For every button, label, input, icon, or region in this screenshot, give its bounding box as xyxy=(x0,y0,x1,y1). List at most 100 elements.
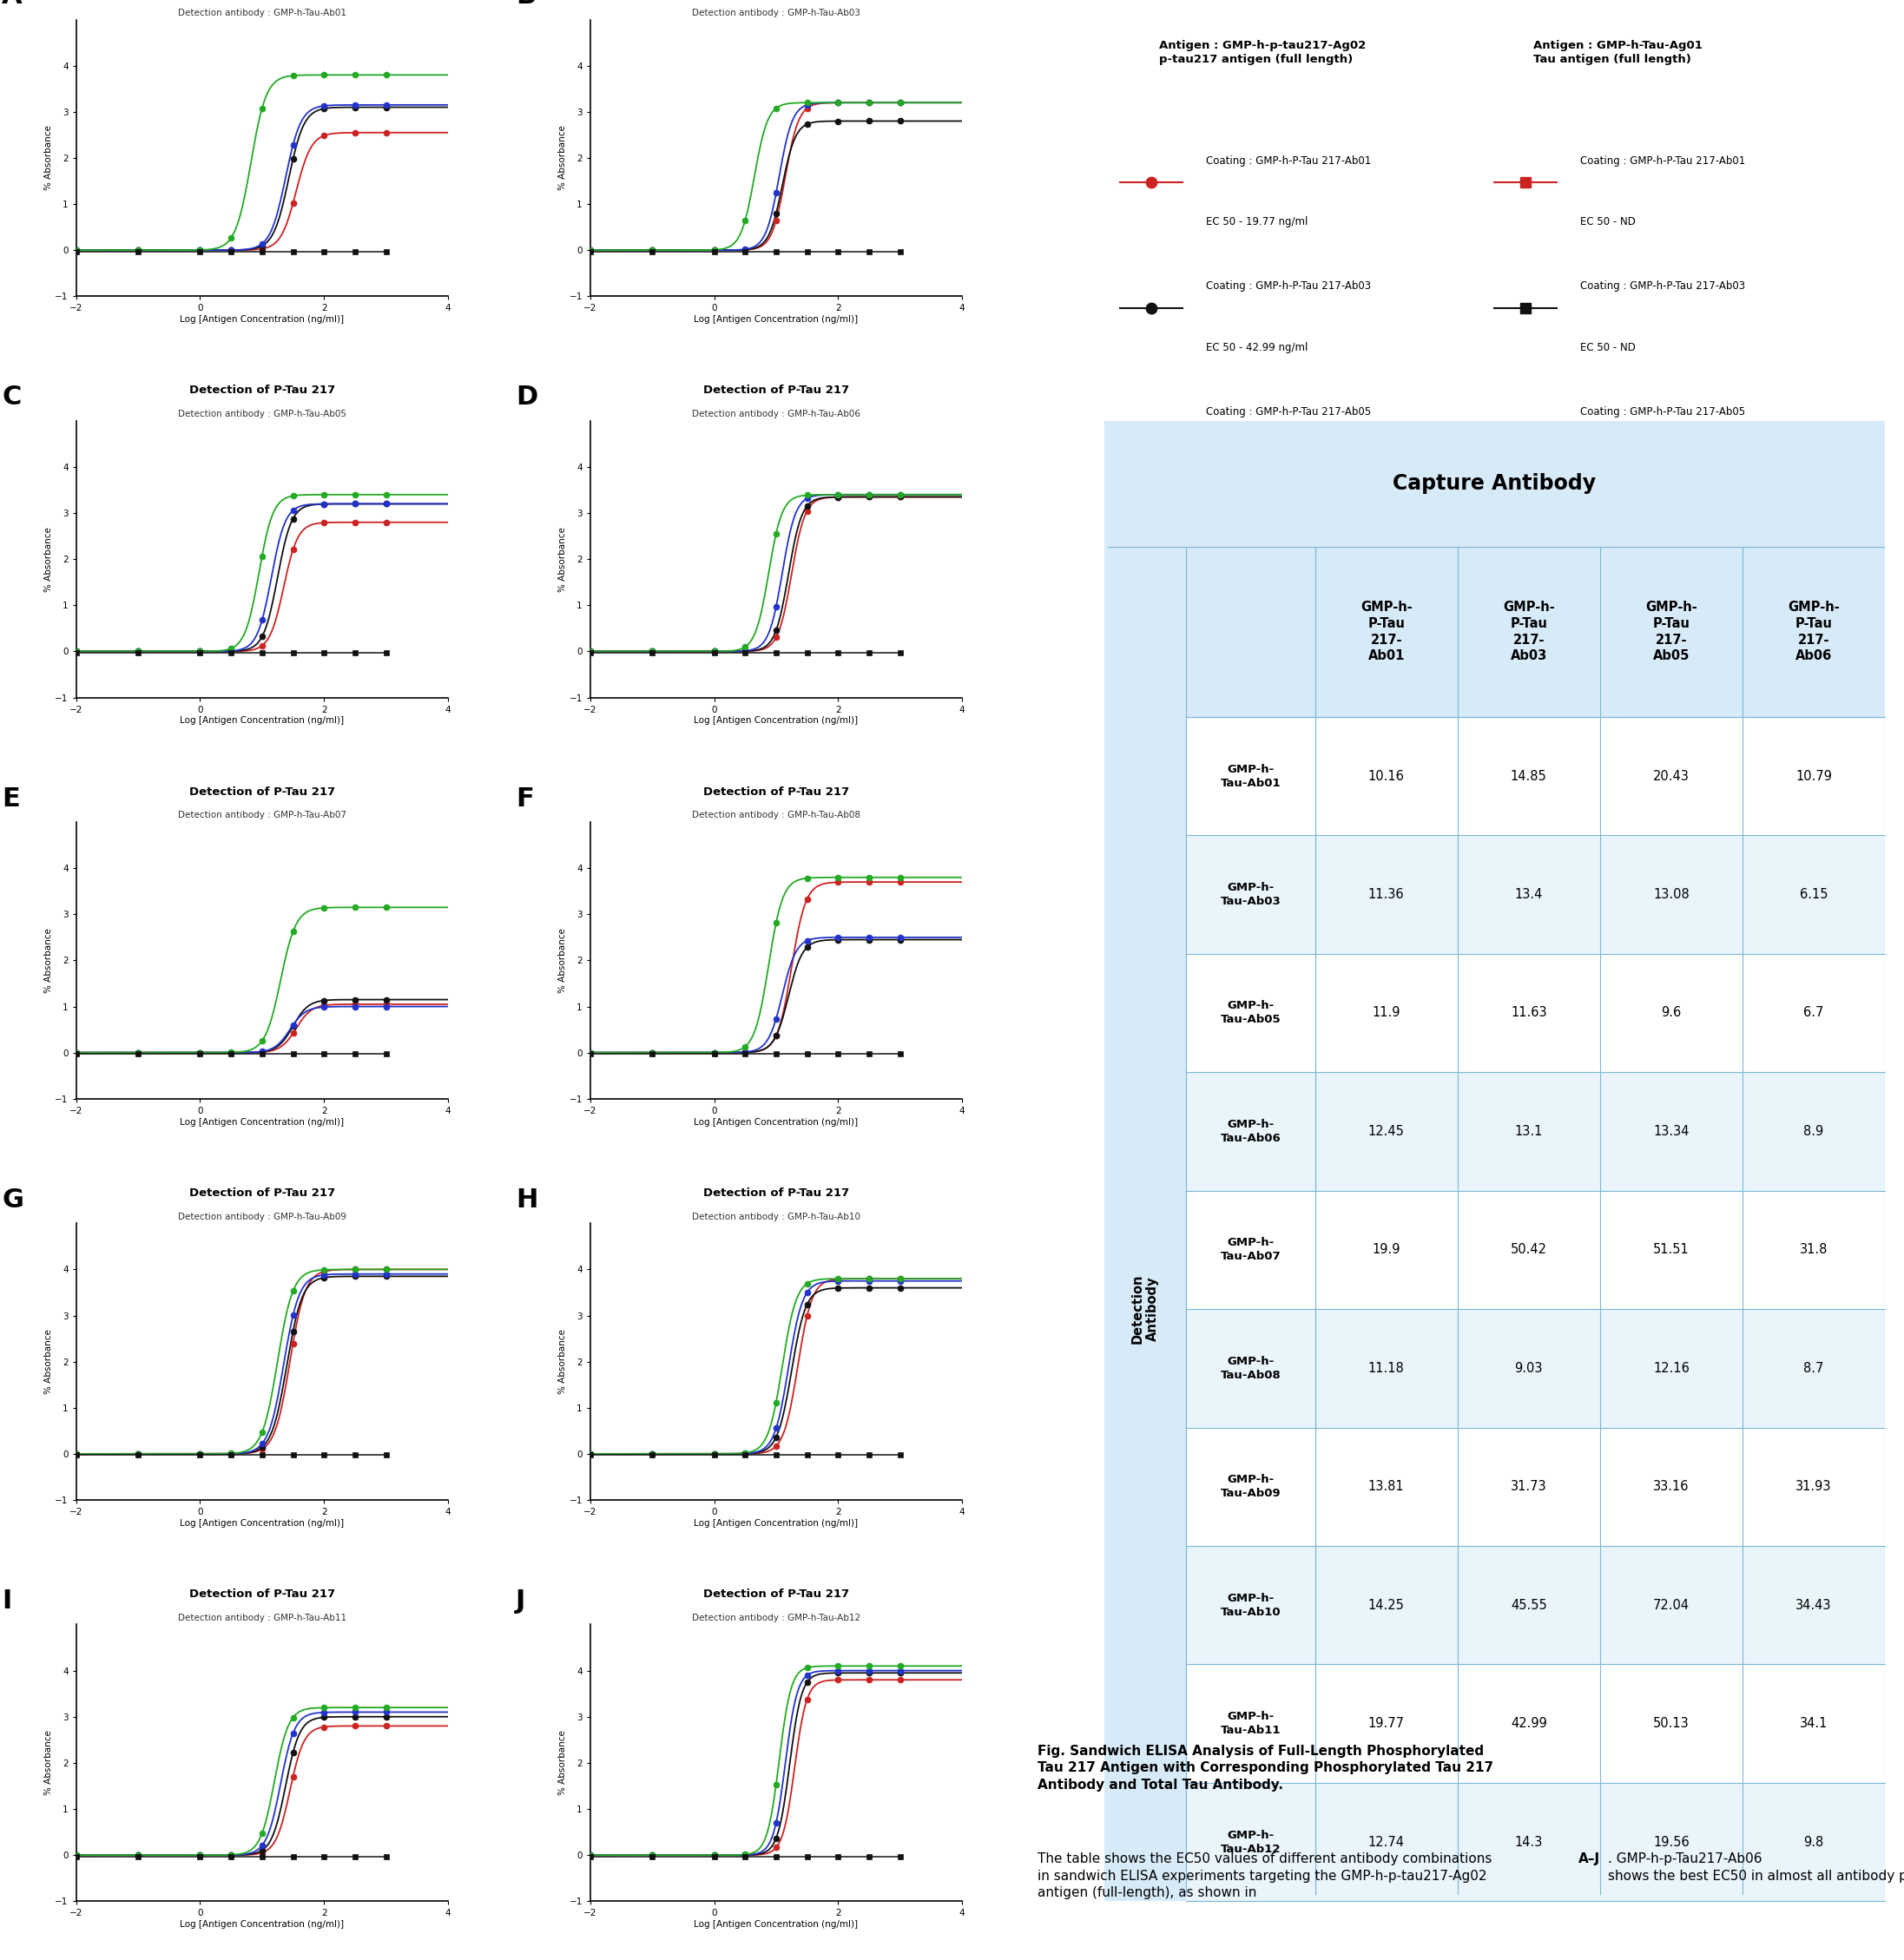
Text: Antigen : GMP-h-Tau-Ag01
Tau antigen (full length): Antigen : GMP-h-Tau-Ag01 Tau antigen (fu… xyxy=(1533,39,1702,65)
Text: 20.43: 20.43 xyxy=(1653,770,1689,782)
Text: 12.74: 12.74 xyxy=(1369,1835,1405,1848)
Text: 19.9: 19.9 xyxy=(1373,1243,1399,1256)
Text: 12.45: 12.45 xyxy=(1369,1125,1405,1139)
Text: 6.15: 6.15 xyxy=(1799,888,1828,902)
Text: Detection of P-Tau 217: Detection of P-Tau 217 xyxy=(703,1188,849,1200)
Text: 13.1: 13.1 xyxy=(1516,1125,1542,1139)
Text: Detection of P-Tau 217: Detection of P-Tau 217 xyxy=(703,786,849,798)
X-axis label: Log [Antigen Concentration (ng/ml)]: Log [Antigen Concentration (ng/ml)] xyxy=(693,1519,859,1527)
Text: GMP-h-
P-Tau
217-
Ab01: GMP-h- P-Tau 217- Ab01 xyxy=(1359,602,1413,662)
Bar xyxy=(1186,835,1885,955)
Text: 13.4: 13.4 xyxy=(1516,888,1542,902)
Text: Coating : GMP-h-P-Tau 217-Ab05: Coating : GMP-h-P-Tau 217-Ab05 xyxy=(1580,406,1746,417)
Bar xyxy=(1186,1784,1885,1901)
Text: Detection antibody : GMP-h-Tau-Ab06: Detection antibody : GMP-h-Tau-Ab06 xyxy=(691,410,861,417)
Text: 11.63: 11.63 xyxy=(1510,1007,1546,1019)
Text: EC 50 - 34.1 ng/ml: EC 50 - 34.1 ng/ml xyxy=(1205,592,1300,604)
X-axis label: Log [Antigen Concentration (ng/ml)]: Log [Antigen Concentration (ng/ml)] xyxy=(693,717,859,725)
Text: 33.16: 33.16 xyxy=(1653,1480,1689,1494)
Text: 13.34: 13.34 xyxy=(1653,1125,1689,1139)
Text: Coating : GMP-h-P-Tau 217-Ab01: Coating : GMP-h-P-Tau 217-Ab01 xyxy=(1580,155,1746,167)
Text: 9.8: 9.8 xyxy=(1803,1835,1824,1848)
Text: Detection of P-Tau 217: Detection of P-Tau 217 xyxy=(703,384,849,396)
Text: Detection antibody : GMP-h-Tau-Ab12: Detection antibody : GMP-h-Tau-Ab12 xyxy=(691,1613,861,1623)
Text: Detection antibody : GMP-h-Tau-Ab09: Detection antibody : GMP-h-Tau-Ab09 xyxy=(177,1211,347,1221)
Text: Coating : GMP-h-P-Tau 217-Ab06: Coating : GMP-h-P-Tau 217-Ab06 xyxy=(1580,531,1746,543)
Text: GMP-h-
Tau-Ab01: GMP-h- Tau-Ab01 xyxy=(1220,764,1281,788)
Text: 51.51: 51.51 xyxy=(1653,1243,1689,1256)
Text: . GMP-h-p-Tau217-Ab06
shows the best EC50 in almost all antibody pairs.: . GMP-h-p-Tau217-Ab06 shows the best EC5… xyxy=(1607,1852,1904,1882)
Bar xyxy=(1186,1190,1885,1309)
X-axis label: Log [Antigen Concentration (ng/ml)]: Log [Antigen Concentration (ng/ml)] xyxy=(181,316,345,323)
Text: 31.73: 31.73 xyxy=(1510,1480,1546,1494)
Text: EC 50 - ND: EC 50 - ND xyxy=(1580,592,1636,604)
X-axis label: Log [Antigen Concentration (ng/ml)]: Log [Antigen Concentration (ng/ml)] xyxy=(181,1117,345,1127)
Text: Detection of P-Tau 217: Detection of P-Tau 217 xyxy=(188,384,335,396)
Text: 14.3: 14.3 xyxy=(1516,1835,1542,1848)
Bar xyxy=(1186,1072,1885,1190)
Text: Detection antibody : GMP-h-Tau-Ab10: Detection antibody : GMP-h-Tau-Ab10 xyxy=(691,1211,861,1221)
Text: A–J: A–J xyxy=(1578,1852,1599,1866)
Text: Detection antibody : GMP-h-Tau-Ab08: Detection antibody : GMP-h-Tau-Ab08 xyxy=(691,811,861,819)
Text: Detection of P-Tau 217: Detection of P-Tau 217 xyxy=(188,1188,335,1200)
Text: 11.18: 11.18 xyxy=(1369,1362,1405,1374)
Text: GMP-h-
Tau-Ab12: GMP-h- Tau-Ab12 xyxy=(1220,1829,1281,1854)
Text: GMP-h-
P-Tau
217-
Ab06: GMP-h- P-Tau 217- Ab06 xyxy=(1788,602,1839,662)
Text: GMP-h-
Tau-Ab05: GMP-h- Tau-Ab05 xyxy=(1220,1000,1281,1025)
Text: 8.7: 8.7 xyxy=(1803,1362,1824,1374)
Bar xyxy=(1108,427,1881,547)
Text: Capture Antibody: Capture Antibody xyxy=(1394,472,1596,494)
X-axis label: Log [Antigen Concentration (ng/ml)]: Log [Antigen Concentration (ng/ml)] xyxy=(693,1921,859,1929)
Text: H: H xyxy=(516,1188,537,1213)
Text: Detection of P-Tau 217: Detection of P-Tau 217 xyxy=(188,786,335,798)
Y-axis label: % Absorbance: % Absorbance xyxy=(558,1731,567,1795)
Text: 13.81: 13.81 xyxy=(1369,1480,1405,1494)
Text: 11.36: 11.36 xyxy=(1369,888,1405,902)
Text: Detection antibody : GMP-h-Tau-Ab01: Detection antibody : GMP-h-Tau-Ab01 xyxy=(177,8,347,18)
Text: 31.93: 31.93 xyxy=(1795,1480,1832,1494)
Text: GMP-h-
Tau-Ab09: GMP-h- Tau-Ab09 xyxy=(1220,1474,1281,1499)
Bar xyxy=(1186,1309,1885,1427)
Text: 10.79: 10.79 xyxy=(1795,770,1832,782)
Text: Detection of P-Tau 217: Detection of P-Tau 217 xyxy=(188,1588,335,1599)
Y-axis label: % Absorbance: % Absorbance xyxy=(558,527,567,592)
Text: EC 50 - ND: EC 50 - ND xyxy=(1580,466,1636,478)
Text: EC 50 - ND: EC 50 - ND xyxy=(1580,341,1636,353)
X-axis label: Log [Antigen Concentration (ng/ml)]: Log [Antigen Concentration (ng/ml)] xyxy=(181,1921,345,1929)
Y-axis label: % Absorbance: % Absorbance xyxy=(44,527,53,592)
Y-axis label: % Absorbance: % Absorbance xyxy=(558,927,567,994)
Text: A: A xyxy=(2,0,23,8)
Y-axis label: % Absorbance: % Absorbance xyxy=(558,1329,567,1394)
Text: 42.99: 42.99 xyxy=(1510,1717,1546,1731)
Text: Detection antibody : GMP-h-Tau-Ab11: Detection antibody : GMP-h-Tau-Ab11 xyxy=(177,1613,347,1623)
Text: E: E xyxy=(2,786,19,811)
Text: GMP-h-
Tau-Ab06: GMP-h- Tau-Ab06 xyxy=(1220,1119,1281,1145)
Text: EC 50 - 50.13 ng/ml: EC 50 - 50.13 ng/ml xyxy=(1205,466,1308,478)
Text: GMP-h-
Tau-Ab08: GMP-h- Tau-Ab08 xyxy=(1220,1356,1281,1382)
Y-axis label: % Absorbance: % Absorbance xyxy=(44,1731,53,1795)
Text: J: J xyxy=(516,1588,526,1613)
Text: EC 50 - ND: EC 50 - ND xyxy=(1580,216,1636,227)
Text: GMP-h-
Tau-Ab10: GMP-h- Tau-Ab10 xyxy=(1220,1593,1281,1617)
Bar xyxy=(1186,955,1885,1072)
Bar xyxy=(1186,1546,1885,1664)
Text: EC 50 - 42.99 ng/ml: EC 50 - 42.99 ng/ml xyxy=(1205,341,1308,353)
Bar xyxy=(1316,547,1885,717)
Text: 9.6: 9.6 xyxy=(1660,1007,1681,1019)
Bar xyxy=(1186,1664,1885,1784)
X-axis label: Log [Antigen Concentration (ng/ml)]: Log [Antigen Concentration (ng/ml)] xyxy=(693,316,859,323)
Text: Coating : GMP-h-P-Tau 217-Ab05: Coating : GMP-h-P-Tau 217-Ab05 xyxy=(1205,406,1371,417)
Text: G: G xyxy=(2,1188,23,1213)
Text: 19.56: 19.56 xyxy=(1653,1835,1689,1848)
Text: EC 50 - 19.77 ng/ml: EC 50 - 19.77 ng/ml xyxy=(1205,216,1308,227)
Text: 19.77: 19.77 xyxy=(1369,1717,1405,1731)
Text: I: I xyxy=(2,1588,11,1613)
Text: 12.16: 12.16 xyxy=(1653,1362,1689,1374)
Text: 50.42: 50.42 xyxy=(1510,1243,1546,1256)
Text: 8.9: 8.9 xyxy=(1803,1125,1824,1139)
Y-axis label: % Absorbance: % Absorbance xyxy=(558,125,567,190)
Text: Coating : GMP-h-P-Tau 217-Ab03: Coating : GMP-h-P-Tau 217-Ab03 xyxy=(1205,280,1371,292)
Text: 13.08: 13.08 xyxy=(1653,888,1689,902)
Text: 34.43: 34.43 xyxy=(1795,1599,1832,1611)
Text: 11.9: 11.9 xyxy=(1373,1007,1399,1019)
